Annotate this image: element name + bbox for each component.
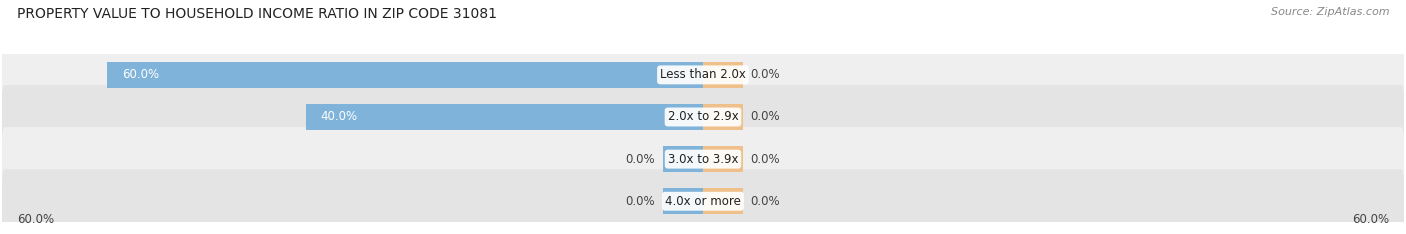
- Text: 60.0%: 60.0%: [17, 213, 53, 227]
- FancyBboxPatch shape: [1, 127, 1405, 191]
- Bar: [703, 62, 742, 88]
- Bar: [307, 104, 703, 130]
- Text: 0.0%: 0.0%: [751, 153, 780, 166]
- Text: 60.0%: 60.0%: [1353, 213, 1389, 227]
- Bar: [703, 146, 742, 172]
- FancyBboxPatch shape: [1, 169, 1405, 233]
- Text: 60.0%: 60.0%: [122, 68, 159, 81]
- FancyBboxPatch shape: [1, 85, 1405, 149]
- Bar: [664, 146, 703, 172]
- Text: 0.0%: 0.0%: [751, 110, 780, 124]
- Bar: [107, 62, 703, 88]
- Bar: [664, 188, 703, 214]
- Text: 40.0%: 40.0%: [321, 110, 359, 124]
- Text: 3.0x to 3.9x: 3.0x to 3.9x: [668, 153, 738, 166]
- Text: Source: ZipAtlas.com: Source: ZipAtlas.com: [1271, 7, 1389, 17]
- Bar: [703, 188, 742, 214]
- Text: 0.0%: 0.0%: [626, 153, 655, 166]
- FancyBboxPatch shape: [1, 43, 1405, 107]
- Text: 0.0%: 0.0%: [751, 68, 780, 81]
- Text: 0.0%: 0.0%: [751, 195, 780, 208]
- Text: Less than 2.0x: Less than 2.0x: [659, 68, 747, 81]
- Bar: [703, 104, 742, 130]
- Text: PROPERTY VALUE TO HOUSEHOLD INCOME RATIO IN ZIP CODE 31081: PROPERTY VALUE TO HOUSEHOLD INCOME RATIO…: [17, 7, 496, 21]
- Text: 2.0x to 2.9x: 2.0x to 2.9x: [668, 110, 738, 124]
- Text: 4.0x or more: 4.0x or more: [665, 195, 741, 208]
- Text: 0.0%: 0.0%: [626, 195, 655, 208]
